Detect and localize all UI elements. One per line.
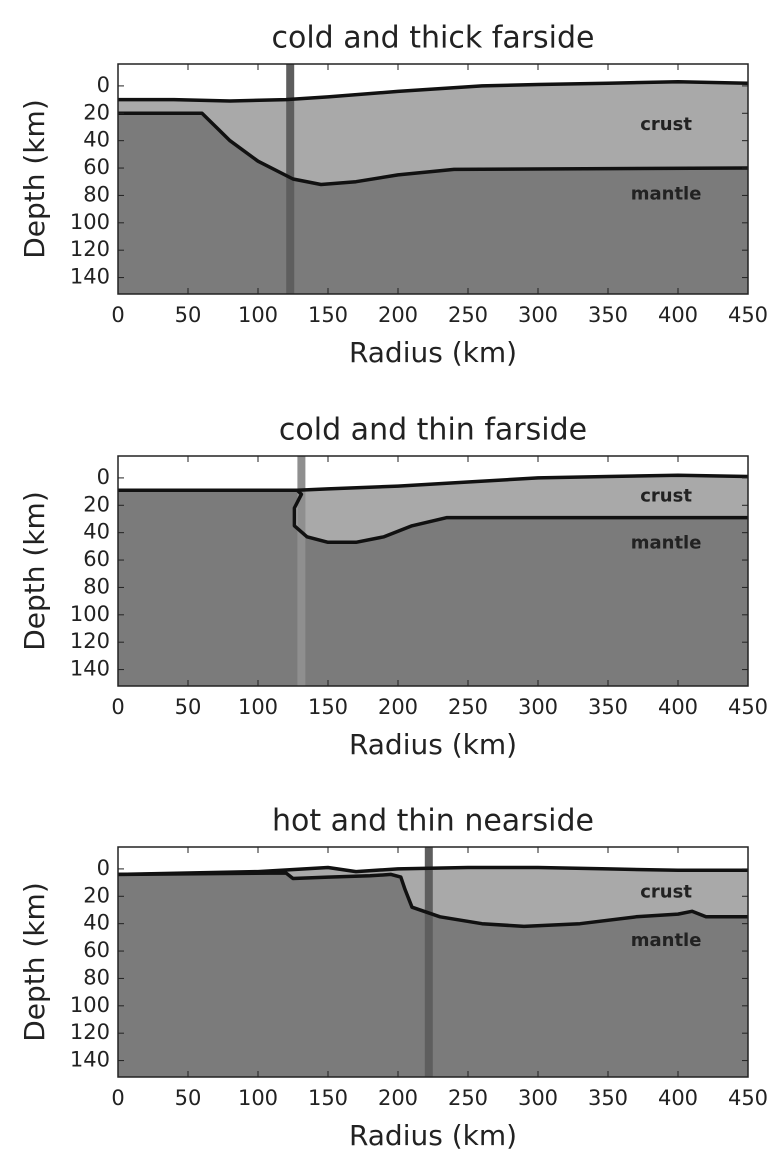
x-tick-label: 300	[518, 303, 558, 327]
x-tick-label: 450	[728, 303, 768, 327]
mantle-label: mantle	[631, 183, 702, 204]
y-tick-label: 100	[70, 210, 110, 234]
x-tick-label: 50	[175, 303, 202, 327]
y-tick-label: 60	[83, 938, 110, 962]
y-tick-label: 120	[70, 237, 110, 261]
y-axis-label: Depth (km)	[18, 99, 51, 259]
y-tick-label: 80	[83, 965, 110, 989]
x-tick-label: 450	[728, 695, 768, 719]
y-tick-label: 80	[83, 574, 110, 598]
surface-line	[118, 80, 748, 103]
chart-title: cold and thin farside	[279, 413, 587, 448]
mantle-area	[118, 113, 748, 294]
x-tick-label: 400	[658, 303, 698, 327]
x-tick-label: 0	[111, 695, 124, 719]
y-tick-label: 100	[70, 602, 110, 626]
x-tick-label: 100	[238, 303, 278, 327]
moho-line	[118, 871, 748, 929]
x-tick-label: 200	[378, 695, 418, 719]
y-tick-label: 120	[70, 1020, 110, 1044]
x-axis-label: Radius (km)	[349, 728, 517, 761]
x-tick-label: 250	[448, 1086, 488, 1110]
x-tick-label: 0	[111, 303, 124, 327]
x-tick-label: 300	[518, 1086, 558, 1110]
crust-area	[118, 81, 748, 185]
y-tick-label: 20	[83, 100, 110, 124]
y-tick-label: 40	[83, 520, 110, 544]
crust-label: crust	[640, 881, 692, 902]
x-tick-label: 0	[111, 1086, 124, 1110]
y-tick-label: 140	[70, 657, 110, 681]
surface-line	[118, 865, 748, 877]
x-tick-label: 50	[175, 1086, 202, 1110]
y-tick-label: 100	[70, 993, 110, 1017]
plot-frame	[117, 455, 749, 687]
x-tick-label: 50	[175, 695, 202, 719]
y-tick-label: 20	[83, 883, 110, 907]
y-tick-label: 20	[83, 492, 110, 516]
x-tick-label: 100	[238, 1086, 278, 1110]
y-tick-label: 80	[83, 182, 110, 206]
plot-area	[118, 64, 748, 294]
plot-area	[118, 847, 748, 1077]
y-tick-label: 0	[97, 856, 110, 880]
x-tick-label: 400	[658, 1086, 698, 1110]
mantle-area	[118, 490, 748, 686]
x-tick-label: 100	[238, 695, 278, 719]
y-tick-label: 60	[83, 155, 110, 179]
y-tick-label: 140	[70, 265, 110, 289]
x-tick-label: 150	[308, 695, 348, 719]
crust-label: crust	[640, 486, 692, 507]
plot-frame	[117, 846, 749, 1078]
x-tick-label: 350	[588, 303, 628, 327]
y-tick-label: 60	[83, 547, 110, 571]
x-tick-label: 350	[588, 1086, 628, 1110]
crust-label: crust	[640, 114, 692, 135]
x-tick-label: 250	[448, 695, 488, 719]
plot-frame	[117, 63, 749, 295]
surface-line	[118, 473, 748, 492]
moho-line	[118, 488, 748, 545]
y-tick-label: 40	[83, 911, 110, 935]
y-axis-label: Depth (km)	[18, 491, 51, 651]
x-tick-label: 400	[658, 695, 698, 719]
x-tick-label: 350	[588, 695, 628, 719]
mantle-label: mantle	[631, 533, 702, 554]
chart-title: hot and thin nearside	[272, 804, 594, 839]
y-tick-label: 120	[70, 629, 110, 653]
x-tick-label: 200	[378, 1086, 418, 1110]
plot-area	[118, 456, 748, 686]
x-tick-label: 200	[378, 303, 418, 327]
y-tick-label: 0	[97, 465, 110, 489]
crust-area	[118, 475, 748, 543]
x-axis-label: Radius (km)	[349, 1119, 517, 1152]
y-tick-label: 0	[97, 73, 110, 97]
x-axis-label: Radius (km)	[349, 336, 517, 369]
crust-area	[118, 867, 748, 927]
chart-title: cold and thick farside	[272, 21, 595, 56]
y-axis-label: Depth (km)	[18, 882, 51, 1042]
x-tick-label: 300	[518, 695, 558, 719]
mantle-label: mantle	[631, 930, 702, 951]
y-tick-label: 140	[70, 1048, 110, 1072]
y-tick-label: 40	[83, 128, 110, 152]
x-tick-label: 150	[308, 303, 348, 327]
x-tick-label: 250	[448, 303, 488, 327]
x-tick-label: 150	[308, 1086, 348, 1110]
x-tick-label: 450	[728, 1086, 768, 1110]
moho-line	[118, 111, 748, 187]
